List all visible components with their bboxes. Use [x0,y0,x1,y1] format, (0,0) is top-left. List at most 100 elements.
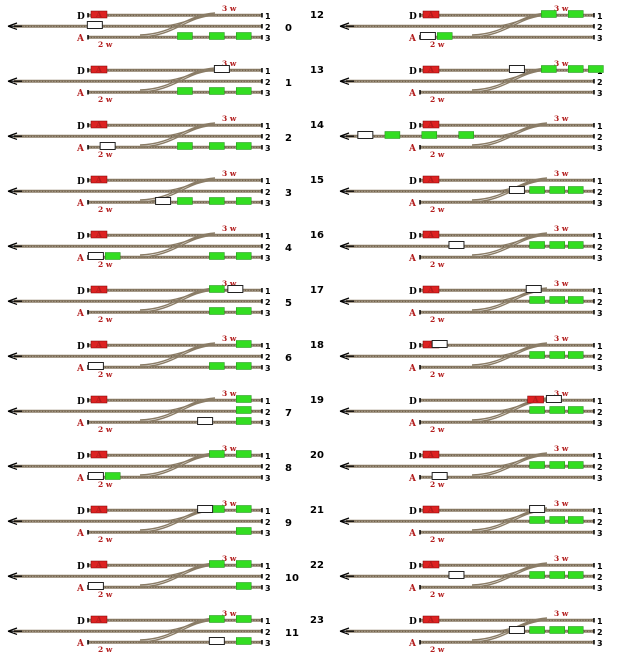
wagon-green [421,131,438,139]
signal-letter: A [427,230,434,239]
track-number-2: 2 [265,353,271,362]
crossover-c [164,124,213,137]
locomotive [227,285,244,293]
wagon-green [529,461,545,469]
wagon-green [209,252,225,260]
panel-step-19: D A 3 w 2 w 1 2 3 19 A [310,389,603,434]
locomotive [529,505,546,513]
track-number-3: 3 [597,474,603,483]
label-capacity-bottom: 2 w [430,645,445,654]
wagon-green [541,65,557,73]
step-number: 12 [310,10,324,21]
step-number: 13 [310,65,324,76]
label-capacity-bottom: 2 w [98,315,113,324]
label-a: A [76,254,85,264]
wagon-green [567,296,584,304]
track-number-3: 3 [265,419,271,428]
step-number: 16 [310,230,324,241]
track-number-1: 1 [265,177,271,186]
track-number-2: 2 [597,23,603,32]
track-number-1: 1 [265,617,271,626]
label-a: A [76,89,85,99]
signal-letter: A [95,175,102,184]
label-d: D [77,452,85,462]
signal-letter: A [95,120,102,129]
track-number-2: 2 [597,353,603,362]
track-number-1: 1 [265,507,271,516]
panel-step-18: D A 3 w 2 w 1 2 3 18 A [310,334,603,379]
label-a: A [408,199,417,209]
panel-step-17: D A 3 w 2 w 1 2 3 17 A [310,279,603,324]
locomotive [525,285,542,293]
signal-letter: A [95,395,102,404]
track-number-3: 3 [597,309,603,318]
label-d: D [409,617,417,627]
label-d: D [409,507,417,517]
locomotive [87,472,104,480]
step-number: 7 [285,408,292,419]
step-number: 23 [310,615,324,626]
wagon-green [235,406,252,414]
step-number: 3 [285,188,292,199]
wagon-green [549,186,566,194]
signal-block [90,230,108,239]
crossover-c [164,564,213,577]
wagon-green [567,626,584,634]
wagon-green [235,340,252,348]
panel-step-0: D A 3 w 2 w 1 2 3 0 A [7,4,292,49]
label-capacity-top: 3 w [554,444,569,453]
panel-step-11: D A 3 w 2 w 1 2 3 11 A [7,609,299,654]
wagon-green [235,505,252,513]
track-number-1: 1 [597,397,603,406]
step-number: 21 [310,505,324,516]
panel-step-9: D A 3 w 2 w 1 2 3 9 A [7,499,292,544]
signal-block [90,450,108,459]
step-number: 20 [310,450,324,461]
wagon-green [567,65,584,73]
crossover-c [164,234,213,247]
label-capacity-bottom: 2 w [430,535,445,544]
label-capacity-top: 3 w [222,59,237,68]
step-number: 4 [285,243,292,254]
track-number-2: 2 [265,628,271,637]
panel-step-20: D A 3 w 2 w 1 2 3 20 A [310,444,603,489]
wagon-green [567,186,584,194]
step-number: 6 [285,353,292,364]
panel-step-1: D A 3 w 2 w 1 2 3 1 A [7,59,292,104]
track-number-2: 2 [597,133,603,142]
panel-step-15: D A 3 w 2 w 1 2 3 15 A [310,169,603,214]
track-number-3: 3 [265,364,271,373]
label-a: A [408,419,417,429]
signal-block [422,560,440,569]
label-capacity-top: 3 w [222,389,237,398]
label-capacity-bottom: 2 w [98,205,113,214]
label-capacity-top: 3 w [554,499,569,508]
locomotive [87,362,104,370]
locomotive [87,252,104,260]
signal-block [90,120,108,129]
track-number-3: 3 [265,584,271,593]
label-a: A [76,584,85,594]
signal-letter: A [427,120,434,129]
signal-block [422,230,440,239]
track-number-2: 2 [597,298,603,307]
crossover-c [164,14,213,27]
label-capacity-top: 3 w [554,114,569,123]
wagon-green [549,626,566,634]
wagon-green [209,142,225,150]
label-capacity-top: 3 w [222,554,237,563]
wagon-green [209,560,225,568]
label-capacity-bottom: 2 w [430,370,445,379]
wagon-green [235,560,252,568]
wagon-green [209,197,225,205]
wagon-green [549,461,566,469]
label-d: D [409,67,417,77]
crossover-b [139,67,216,91]
wagon-green [177,32,193,40]
label-capacity-bottom: 2 w [98,645,113,654]
signal-block [527,395,544,404]
track-number-2: 2 [597,408,603,417]
label-d: D [77,342,85,352]
label-a: A [76,639,85,649]
